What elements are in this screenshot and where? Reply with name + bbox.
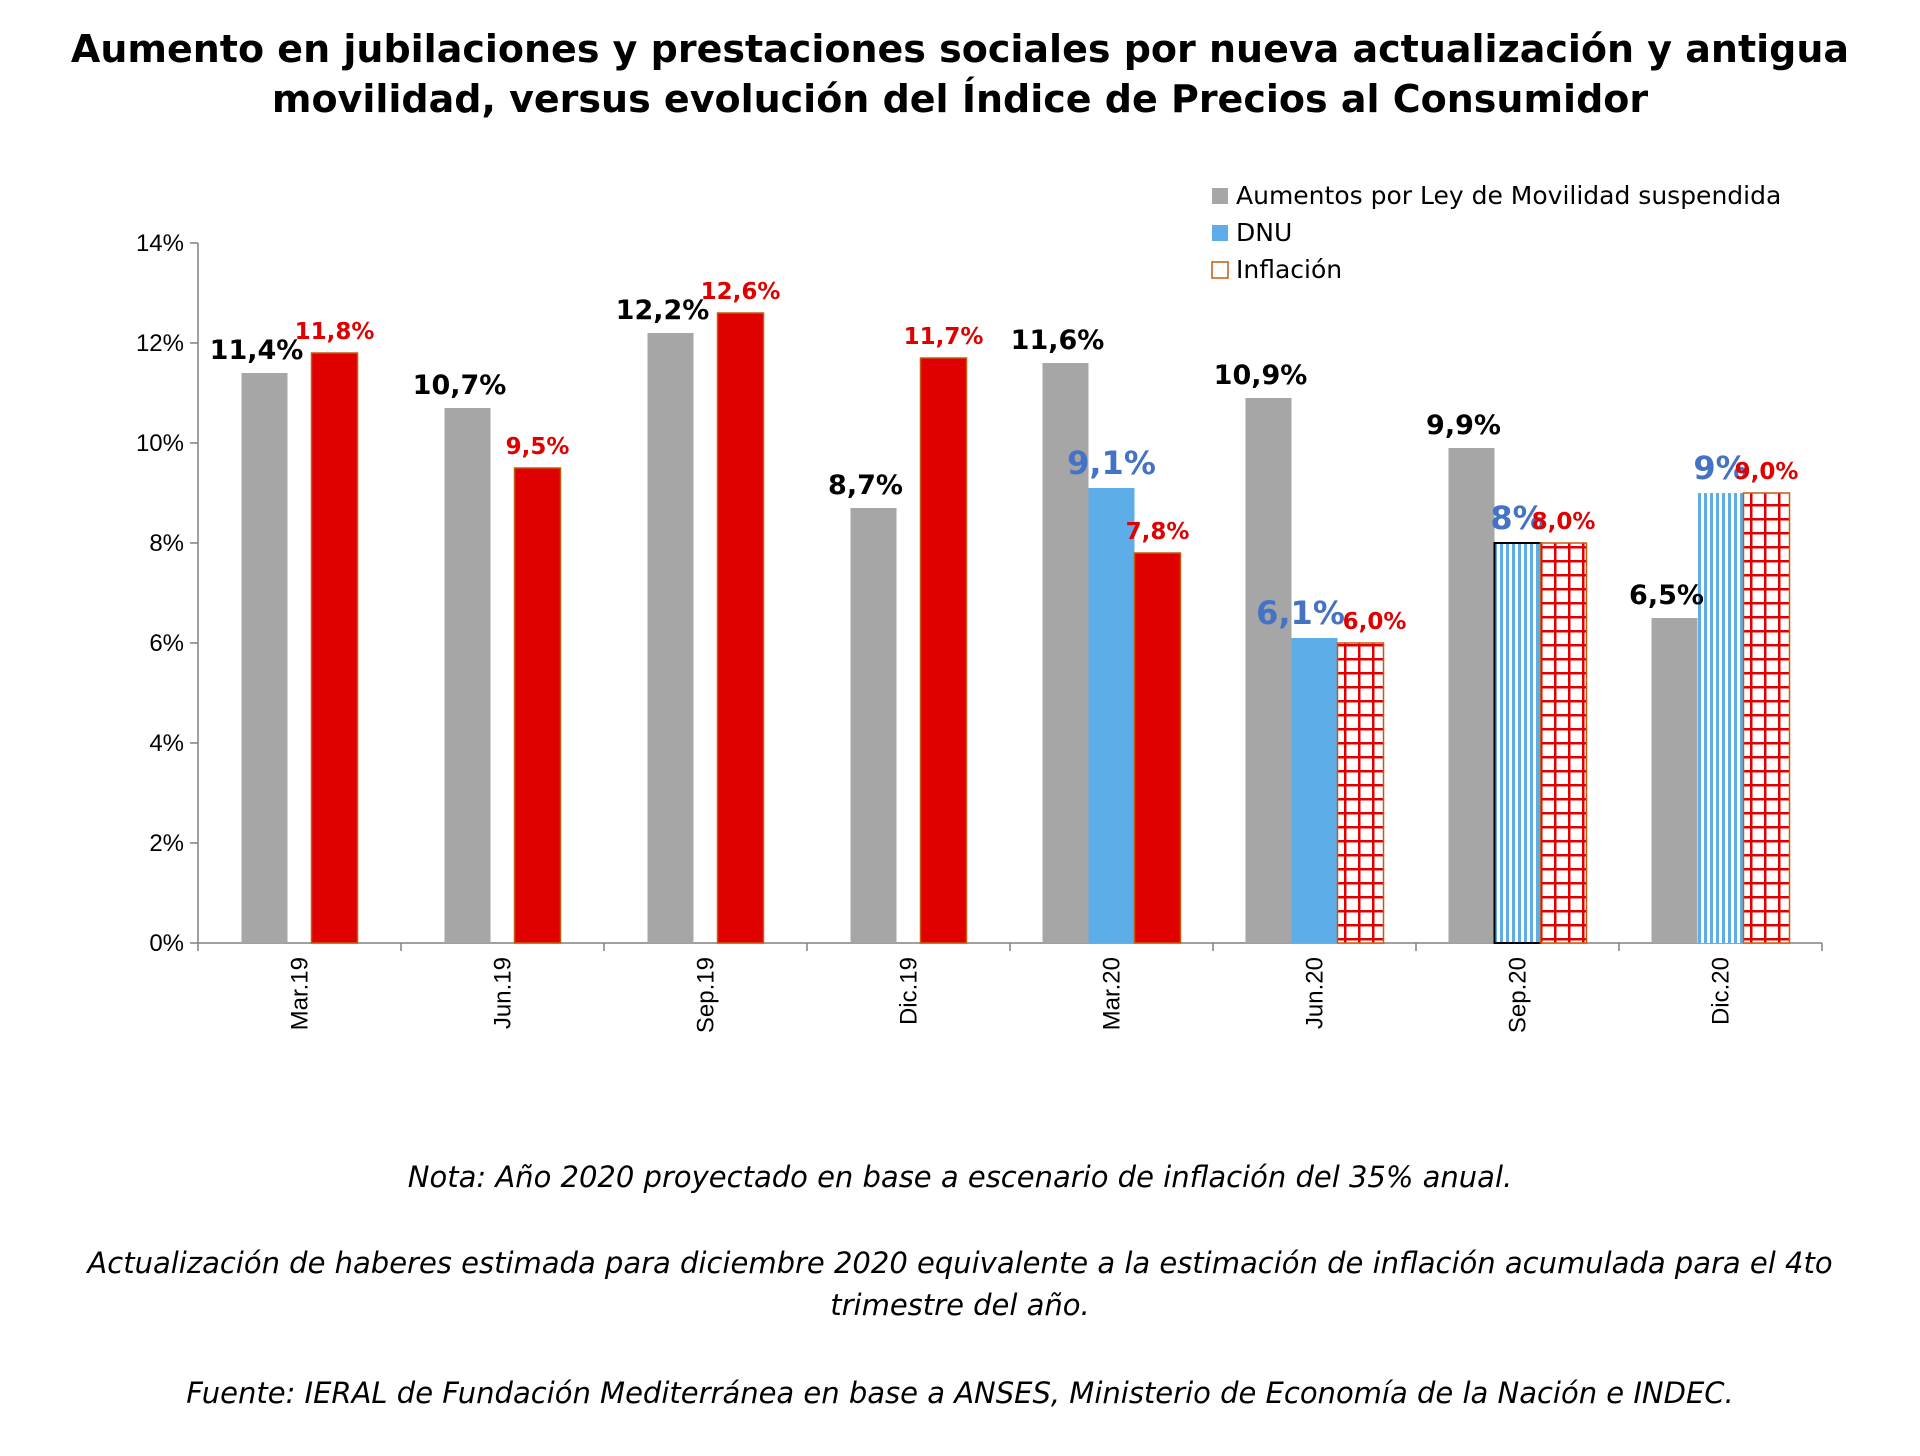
bar [1493,542,1542,944]
bars [241,312,1791,944]
data-label: 10,7% [413,370,507,401]
x-tick-label: Dic.19 [896,957,923,1025]
bar [1245,398,1292,943]
data-label: 10,9% [1214,360,1308,391]
data-label: 11,7% [904,324,984,350]
x-tick-label: Dic.20 [1708,957,1735,1025]
data-label: 6,0% [1343,609,1407,635]
x-tick-label: Sep.20 [1505,957,1532,1033]
note-projection: Nota: Año 2020 proyectado en base a esce… [407,1160,1513,1194]
bar [1539,542,1588,944]
y-tick-label: 2% [149,830,184,857]
data-label: 9% [1693,449,1747,487]
legend-swatch [1212,188,1228,204]
y-tick-label: 0% [149,930,184,957]
bar [1448,448,1495,943]
data-label: 9,9% [1426,410,1501,441]
legend-label: DNU [1236,218,1292,247]
bar [1742,492,1791,944]
bar [1336,642,1385,944]
chart-title: Aumento en jubilaciones y prestaciones s… [70,27,1850,121]
legend: Aumentos por Ley de Movilidad suspendida… [1211,181,1781,284]
y-tick-label: 6% [149,630,184,657]
data-label: 12,6% [701,279,781,305]
data-label: 6,5% [1629,580,1704,611]
legend-swatch [1211,261,1229,279]
bar [1651,618,1698,943]
y-tick-label: 10% [136,430,184,457]
data-label: 9,5% [506,434,570,460]
bar [1133,552,1182,944]
bar [1697,493,1744,943]
data-labels: 11,4%11,8% 10,7% 9,5% 12,2%12,6% 8,7% 11,7% 11… [210,279,1799,635]
y-tick-label: 4% [149,730,184,757]
data-label: 8,7% [828,470,903,501]
note-source: Fuente: IERAL de Fundación Mediterránea … [186,1376,1734,1410]
y-tick-label: 12% [136,330,184,357]
bar [1291,638,1338,943]
x-tick-label: Sep.19 [693,957,720,1033]
bar [513,467,562,944]
data-label: 8,0% [1532,509,1596,535]
x-tick-label: Jun.20 [1302,957,1329,1029]
bar [850,508,897,943]
legend-label: Aumentos por Ley de Movilidad suspendida [1236,181,1781,210]
data-label: 6,1% [1256,594,1345,632]
data-label: 11,6% [1011,325,1105,356]
x-tick-label: Jun.19 [490,957,517,1029]
data-label: 9,0% [1735,459,1799,485]
axes: 0% 2% 4% 6% 8% 10% 12% 14% Mar.19 Jun.19 Sep.19 Dic… [136,230,1823,1033]
bar [1088,488,1135,943]
note-update: Actualización de haberes estimada para d… [87,1246,1833,1322]
legend-swatch [1212,225,1228,241]
x-tick-label: Mar.20 [1099,957,1126,1030]
bar [444,408,491,943]
bar [1042,363,1089,943]
y-tick-label: 8% [149,530,184,557]
data-label: 8% [1490,499,1544,537]
data-label: 11,4% [210,335,304,366]
y-tick-label: 14% [136,230,184,257]
bar [310,352,359,944]
bar [716,312,765,944]
x-tick-label: Mar.19 [287,957,314,1030]
legend-label: Inflación [1236,255,1342,284]
data-label: 7,8% [1126,519,1190,545]
data-label: 11,8% [295,319,375,345]
data-label: 12,2% [616,295,710,326]
bar [647,333,694,943]
data-label: 9,1% [1067,444,1156,482]
bar [919,357,968,944]
bar [241,373,288,943]
